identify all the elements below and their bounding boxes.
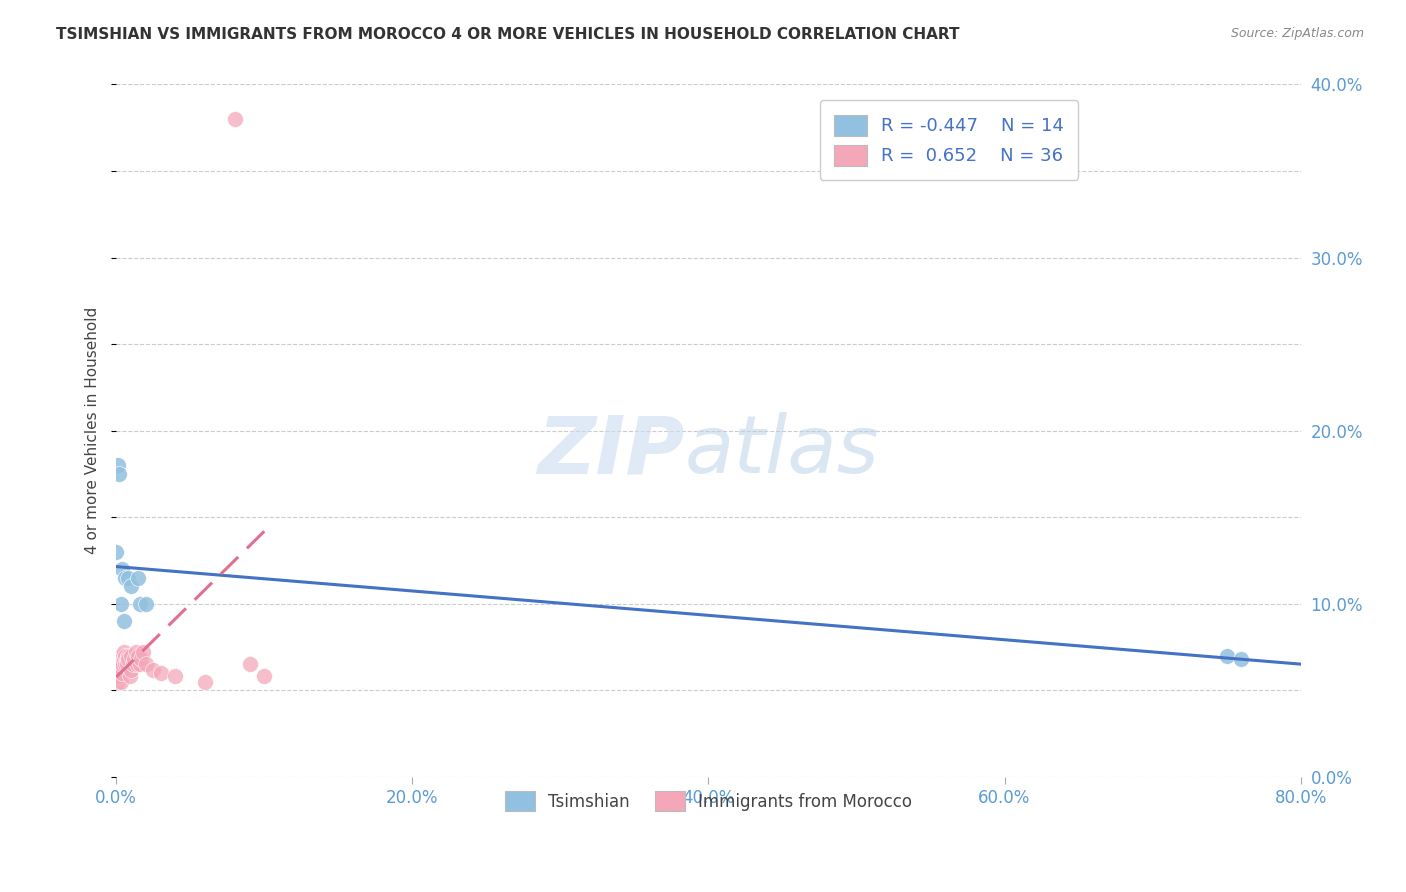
Point	[107, 657, 129, 672]
Point	[1230, 652, 1253, 666]
Point	[121, 657, 143, 672]
Point	[117, 648, 139, 663]
Point	[115, 652, 138, 666]
Point	[238, 657, 260, 672]
Point	[108, 661, 131, 675]
Point	[111, 657, 134, 672]
Point	[117, 571, 139, 585]
Point	[127, 648, 149, 663]
Point	[105, 545, 128, 559]
Point	[149, 665, 172, 680]
Point	[129, 597, 152, 611]
Point	[112, 645, 135, 659]
Point	[107, 458, 129, 473]
Text: atlas: atlas	[685, 412, 880, 491]
Point	[110, 597, 132, 611]
Point	[224, 112, 246, 126]
Point	[117, 652, 139, 666]
Point	[115, 657, 138, 672]
Point	[165, 669, 187, 683]
Point	[110, 648, 132, 663]
Point	[122, 652, 145, 666]
Legend: Tsimshian, Immigrants from Morocco: Tsimshian, Immigrants from Morocco	[492, 778, 925, 824]
Point	[120, 663, 142, 677]
Y-axis label: 4 or more Vehicles in Household: 4 or more Vehicles in Household	[86, 307, 100, 554]
Point	[1215, 648, 1237, 663]
Point	[112, 614, 135, 628]
Point	[135, 657, 157, 672]
Point	[111, 665, 134, 680]
Point	[107, 674, 129, 689]
Point	[142, 663, 165, 677]
Point	[124, 645, 146, 659]
Point	[125, 657, 148, 672]
Point	[129, 657, 152, 672]
Point	[110, 674, 132, 689]
Point	[132, 645, 155, 659]
Point	[118, 669, 141, 683]
Point	[135, 597, 157, 611]
Point	[120, 648, 142, 663]
Point	[114, 657, 136, 672]
Point	[131, 652, 153, 666]
Point	[108, 467, 131, 481]
Point	[120, 579, 142, 593]
Point	[114, 571, 136, 585]
Point	[111, 562, 134, 576]
Text: Source: ZipAtlas.com: Source: ZipAtlas.com	[1230, 27, 1364, 40]
Text: TSIMSHIAN VS IMMIGRANTS FROM MOROCCO 4 OR MORE VEHICLES IN HOUSEHOLD CORRELATION: TSIMSHIAN VS IMMIGRANTS FROM MOROCCO 4 O…	[56, 27, 960, 42]
Point	[114, 648, 136, 663]
Point	[253, 669, 276, 683]
Point	[108, 669, 131, 683]
Point	[112, 652, 135, 666]
Text: ZIP: ZIP	[537, 412, 685, 491]
Point	[105, 665, 128, 680]
Point	[194, 674, 217, 689]
Point	[127, 571, 149, 585]
